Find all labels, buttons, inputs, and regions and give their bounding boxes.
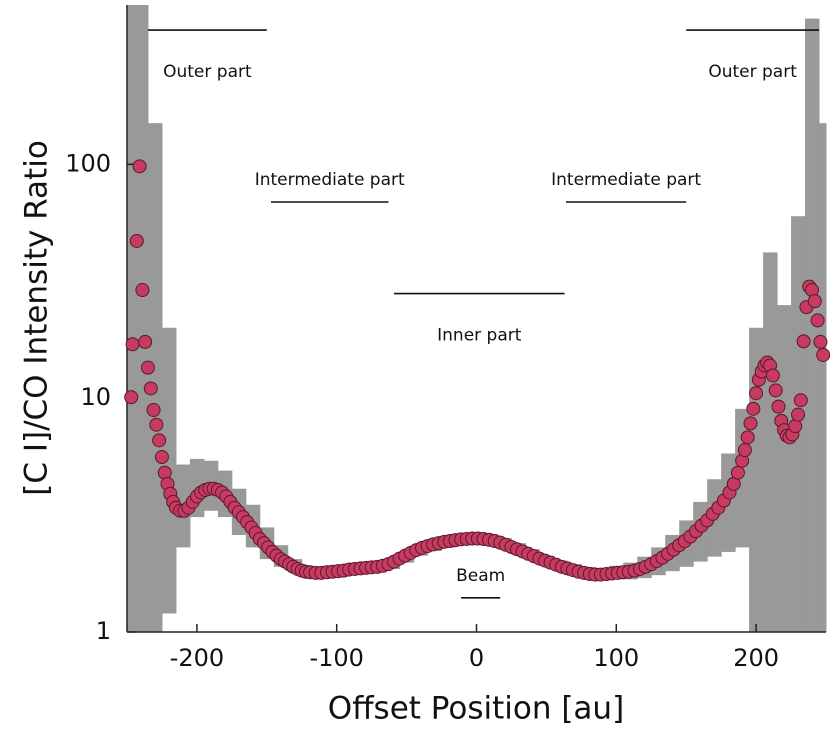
data-point: [796, 334, 811, 349]
data-point: [746, 401, 761, 416]
data-point: [768, 383, 783, 398]
x-tick-label: 0: [469, 644, 484, 672]
data-point: [793, 393, 808, 408]
data-point: [125, 337, 140, 352]
error-band: [147, 123, 163, 633]
error-band: [819, 123, 827, 633]
annotation-label: Outer part: [163, 62, 252, 82]
error-band: [777, 305, 792, 632]
y-tick-label: 10: [80, 383, 111, 411]
annotation-label: Intermediate part: [551, 170, 701, 190]
x-axis-label: Offset Position [au]: [328, 691, 624, 727]
data-point: [154, 450, 169, 465]
data-point: [810, 313, 825, 328]
data-point: [813, 334, 828, 349]
annotation-label: Beam: [456, 566, 505, 586]
data-point: [740, 430, 755, 445]
annotation-label: Intermediate part: [255, 170, 405, 190]
y-tick-label: 1: [96, 617, 111, 645]
data-point: [146, 402, 161, 417]
error-band: [805, 18, 820, 633]
error-band: [763, 252, 778, 633]
data-point: [143, 381, 158, 396]
data-point: [730, 465, 745, 480]
data-point: [765, 368, 780, 383]
annotation-label: Outer part: [708, 62, 797, 82]
y-axis-label: [C I]/CO Intensity Ratio: [19, 140, 55, 496]
data-point: [771, 399, 786, 414]
annotation-label: Inner part: [437, 326, 522, 346]
data-point: [152, 433, 167, 448]
data-point: [149, 417, 164, 432]
data-point: [138, 334, 153, 349]
data-point: [135, 283, 150, 298]
y-tick-label: 100: [65, 149, 111, 177]
x-tick-label: -200: [170, 644, 224, 672]
x-tick-label: -100: [309, 644, 363, 672]
data-point: [737, 443, 752, 458]
data-point: [807, 294, 822, 309]
data-point: [816, 347, 830, 362]
x-tick-label: 100: [593, 644, 639, 672]
error-band: [127, 5, 135, 632]
data-point: [749, 386, 764, 401]
x-tick-label: 200: [733, 644, 779, 672]
data-point: [140, 360, 155, 375]
data-point: [791, 407, 806, 422]
data-point: [132, 159, 147, 174]
data-point: [788, 419, 803, 434]
data-point: [124, 390, 139, 405]
error-band: [133, 5, 149, 632]
data-point: [743, 416, 758, 431]
data-point: [129, 233, 144, 248]
